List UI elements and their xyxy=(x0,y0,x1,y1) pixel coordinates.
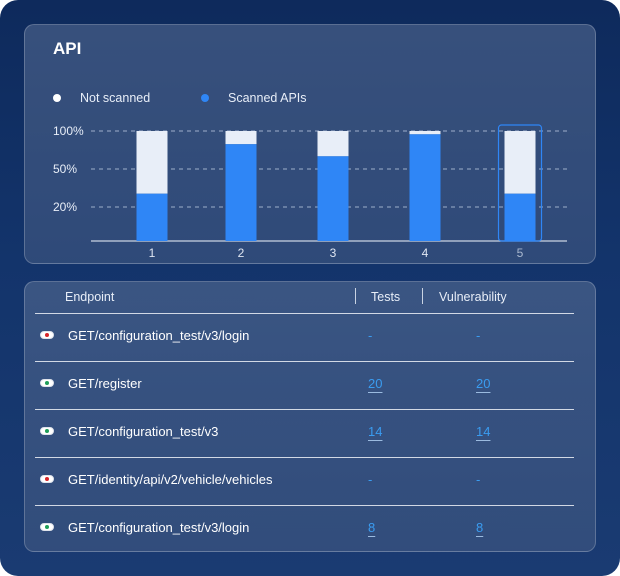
header-tests[interactable]: Tests xyxy=(371,290,401,304)
vulnerability-count[interactable]: 14 xyxy=(476,424,491,439)
table-row[interactable]: GET/register 20 20 xyxy=(25,361,597,409)
table-header-row: Endpoint Tests Vulnerability xyxy=(25,282,597,312)
legend-dot-not-scanned xyxy=(53,94,61,102)
x-tick-label: 5 xyxy=(517,246,524,260)
bar-scanned xyxy=(225,144,257,241)
api-chart-card: API Not scanned Scanned APIs 100% 50% 20% 1… xyxy=(24,24,596,264)
status-dot xyxy=(45,333,49,337)
status-passed-icon xyxy=(40,523,54,531)
vulnerability-count[interactable]: - xyxy=(476,472,481,487)
x-tick-label: 4 xyxy=(422,246,429,260)
legend-label-not-scanned: Not scanned xyxy=(80,91,151,105)
x-tick-label: 2 xyxy=(238,246,245,260)
header-divider[interactable] xyxy=(422,288,423,304)
x-tick-label: 1 xyxy=(149,246,156,260)
endpoint-name[interactable]: GET/configuration_test/v3/login xyxy=(68,520,250,535)
table-row[interactable]: GET/configuration_test/v3/login - - xyxy=(25,313,597,361)
status-failed-icon xyxy=(40,331,54,339)
bar-scanned xyxy=(317,156,349,241)
tests-count[interactable]: - xyxy=(368,328,373,343)
header-vulnerability[interactable]: Vulnerability xyxy=(439,290,507,304)
endpoint-name[interactable]: GET/configuration_test/v3 xyxy=(68,424,219,439)
header-endpoint[interactable]: Endpoint xyxy=(65,290,115,304)
vulnerability-count[interactable]: - xyxy=(476,328,481,343)
header-divider[interactable] xyxy=(355,288,356,304)
row-divider xyxy=(35,361,574,362)
bar-not-scanned xyxy=(317,131,349,157)
row-divider xyxy=(35,457,574,458)
bar-not-scanned xyxy=(136,131,168,194)
tests-count[interactable]: - xyxy=(368,472,373,487)
bar-chart: 100% 50% 20% 1 2 3 4 5 xyxy=(53,124,567,260)
status-passed-icon xyxy=(40,379,54,387)
bar-scanned xyxy=(504,193,536,241)
status-dot xyxy=(45,525,49,529)
tests-count[interactable]: 14 xyxy=(368,424,383,439)
vulnerability-count[interactable]: 8 xyxy=(476,520,484,535)
y-tick-label: 100% xyxy=(53,124,84,138)
status-dot xyxy=(45,477,49,481)
row-divider xyxy=(35,505,574,506)
bar-scanned xyxy=(409,134,441,241)
row-divider xyxy=(35,409,574,410)
bar-not-scanned xyxy=(504,131,536,194)
bar-not-scanned xyxy=(225,131,257,145)
endpoint-name[interactable]: GET/register xyxy=(68,376,142,391)
y-tick-label: 50% xyxy=(53,162,77,176)
row-divider xyxy=(35,313,574,314)
endpoint-table-card: Endpoint Tests Vulnerability GET/configu… xyxy=(24,281,596,552)
legend-label-scanned-apis: Scanned APIs xyxy=(228,91,307,105)
status-failed-icon xyxy=(40,475,54,483)
table-row[interactable]: GET/configuration_test/v3/login 8 8 xyxy=(25,505,597,553)
tests-count[interactable]: 20 xyxy=(368,376,383,391)
chart-title: API xyxy=(53,39,82,58)
bar-not-scanned xyxy=(409,131,441,135)
tests-count[interactable]: 8 xyxy=(368,520,376,535)
y-tick-label: 20% xyxy=(53,200,77,214)
endpoint-name[interactable]: GET/identity/api/v2/vehicle/vehicles xyxy=(68,472,273,487)
status-dot xyxy=(45,429,49,433)
table-row[interactable]: GET/configuration_test/v3 14 14 xyxy=(25,409,597,457)
legend-dot-scanned-apis xyxy=(201,94,209,102)
table-row[interactable]: GET/identity/api/v2/vehicle/vehicles - - xyxy=(25,457,597,505)
status-passed-icon xyxy=(40,427,54,435)
endpoint-name[interactable]: GET/configuration_test/v3/login xyxy=(68,328,250,343)
status-dot xyxy=(45,381,49,385)
bar-scanned xyxy=(136,193,168,241)
x-tick-label: 3 xyxy=(330,246,337,260)
vulnerability-count[interactable]: 20 xyxy=(476,376,491,391)
